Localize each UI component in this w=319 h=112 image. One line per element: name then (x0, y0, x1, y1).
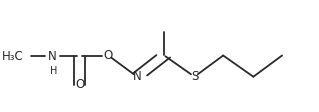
Text: S: S (191, 69, 198, 82)
Text: N: N (133, 69, 141, 82)
Text: O: O (75, 77, 84, 90)
Text: H: H (50, 65, 58, 75)
Text: H₃C: H₃C (2, 50, 24, 62)
Text: N: N (48, 50, 57, 62)
Text: O: O (104, 48, 113, 61)
